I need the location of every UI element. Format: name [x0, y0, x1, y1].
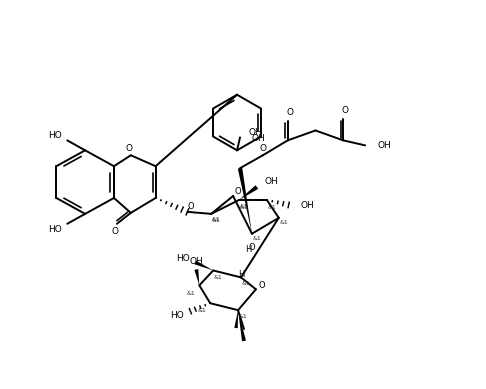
Text: &1: &1: [212, 217, 221, 223]
Text: H: H: [238, 270, 244, 279]
Text: &1: &1: [242, 281, 250, 286]
Text: &1: &1: [240, 204, 248, 209]
Text: O: O: [342, 106, 349, 115]
Text: O: O: [187, 202, 194, 211]
Text: &1: &1: [279, 220, 288, 225]
Text: &1: &1: [198, 308, 207, 313]
Text: O: O: [125, 144, 132, 153]
Text: HO: HO: [49, 225, 62, 234]
Text: OH: OH: [265, 177, 278, 186]
Text: &1: &1: [214, 275, 223, 280]
Text: O: O: [286, 108, 293, 117]
Text: OH: OH: [249, 128, 263, 137]
Text: O: O: [259, 281, 265, 290]
Polygon shape: [234, 310, 238, 328]
Polygon shape: [194, 261, 213, 270]
Text: &1: &1: [253, 236, 261, 241]
Text: &1: &1: [267, 205, 276, 210]
Text: O: O: [260, 144, 266, 153]
Text: OH: OH: [300, 202, 314, 210]
Text: OH: OH: [252, 134, 266, 143]
Polygon shape: [239, 185, 258, 200]
Text: O: O: [235, 186, 242, 196]
Polygon shape: [238, 310, 246, 341]
Text: HO: HO: [176, 254, 191, 263]
Text: &1: &1: [239, 314, 247, 319]
Polygon shape: [194, 269, 199, 286]
Text: O: O: [249, 243, 255, 252]
Text: OH: OH: [377, 141, 391, 150]
Text: HO: HO: [171, 311, 184, 320]
Text: OH: OH: [190, 257, 203, 266]
Text: &1: &1: [187, 291, 196, 296]
Polygon shape: [238, 168, 252, 234]
Text: &1: &1: [212, 218, 221, 223]
Text: H: H: [245, 245, 251, 254]
Text: HO: HO: [49, 131, 62, 140]
Text: &1: &1: [240, 205, 248, 210]
Text: O: O: [111, 227, 119, 236]
